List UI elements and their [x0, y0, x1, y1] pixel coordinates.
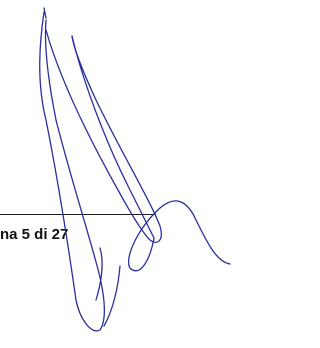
- signature: [0, 0, 240, 348]
- document-page: na 5 di 27: [0, 0, 240, 348]
